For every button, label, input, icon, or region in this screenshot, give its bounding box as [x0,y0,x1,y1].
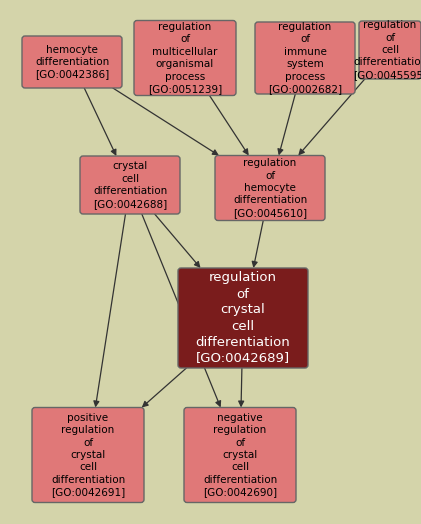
FancyBboxPatch shape [80,156,180,214]
Text: regulation
of
cell
differentiation
[GO:0045595]: regulation of cell differentiation [GO:0… [353,20,421,80]
Text: regulation
of
multicellular
organismal
process
[GO:0051239]: regulation of multicellular organismal p… [148,22,222,94]
FancyBboxPatch shape [255,22,355,94]
FancyBboxPatch shape [178,268,308,368]
FancyBboxPatch shape [32,408,144,503]
Text: negative
regulation
of
crystal
cell
differentiation
[GO:0042690]: negative regulation of crystal cell diff… [203,413,277,497]
Text: regulation
of
hemocyte
differentiation
[GO:0045610]: regulation of hemocyte differentiation [… [233,158,307,218]
FancyBboxPatch shape [22,36,122,88]
Text: regulation
of
crystal
cell
differentiation
[GO:0042689]: regulation of crystal cell differentiati… [196,271,290,365]
FancyBboxPatch shape [359,21,421,79]
FancyBboxPatch shape [184,408,296,503]
Text: crystal
cell
differentiation
[GO:0042688]: crystal cell differentiation [GO:0042688… [93,161,167,209]
FancyBboxPatch shape [215,156,325,221]
Text: hemocyte
differentiation
[GO:0042386]: hemocyte differentiation [GO:0042386] [35,45,109,80]
Text: regulation
of
immune
system
process
[GO:0002682]: regulation of immune system process [GO:… [268,22,342,94]
FancyBboxPatch shape [134,20,236,95]
Text: positive
regulation
of
crystal
cell
differentiation
[GO:0042691]: positive regulation of crystal cell diff… [51,413,125,497]
